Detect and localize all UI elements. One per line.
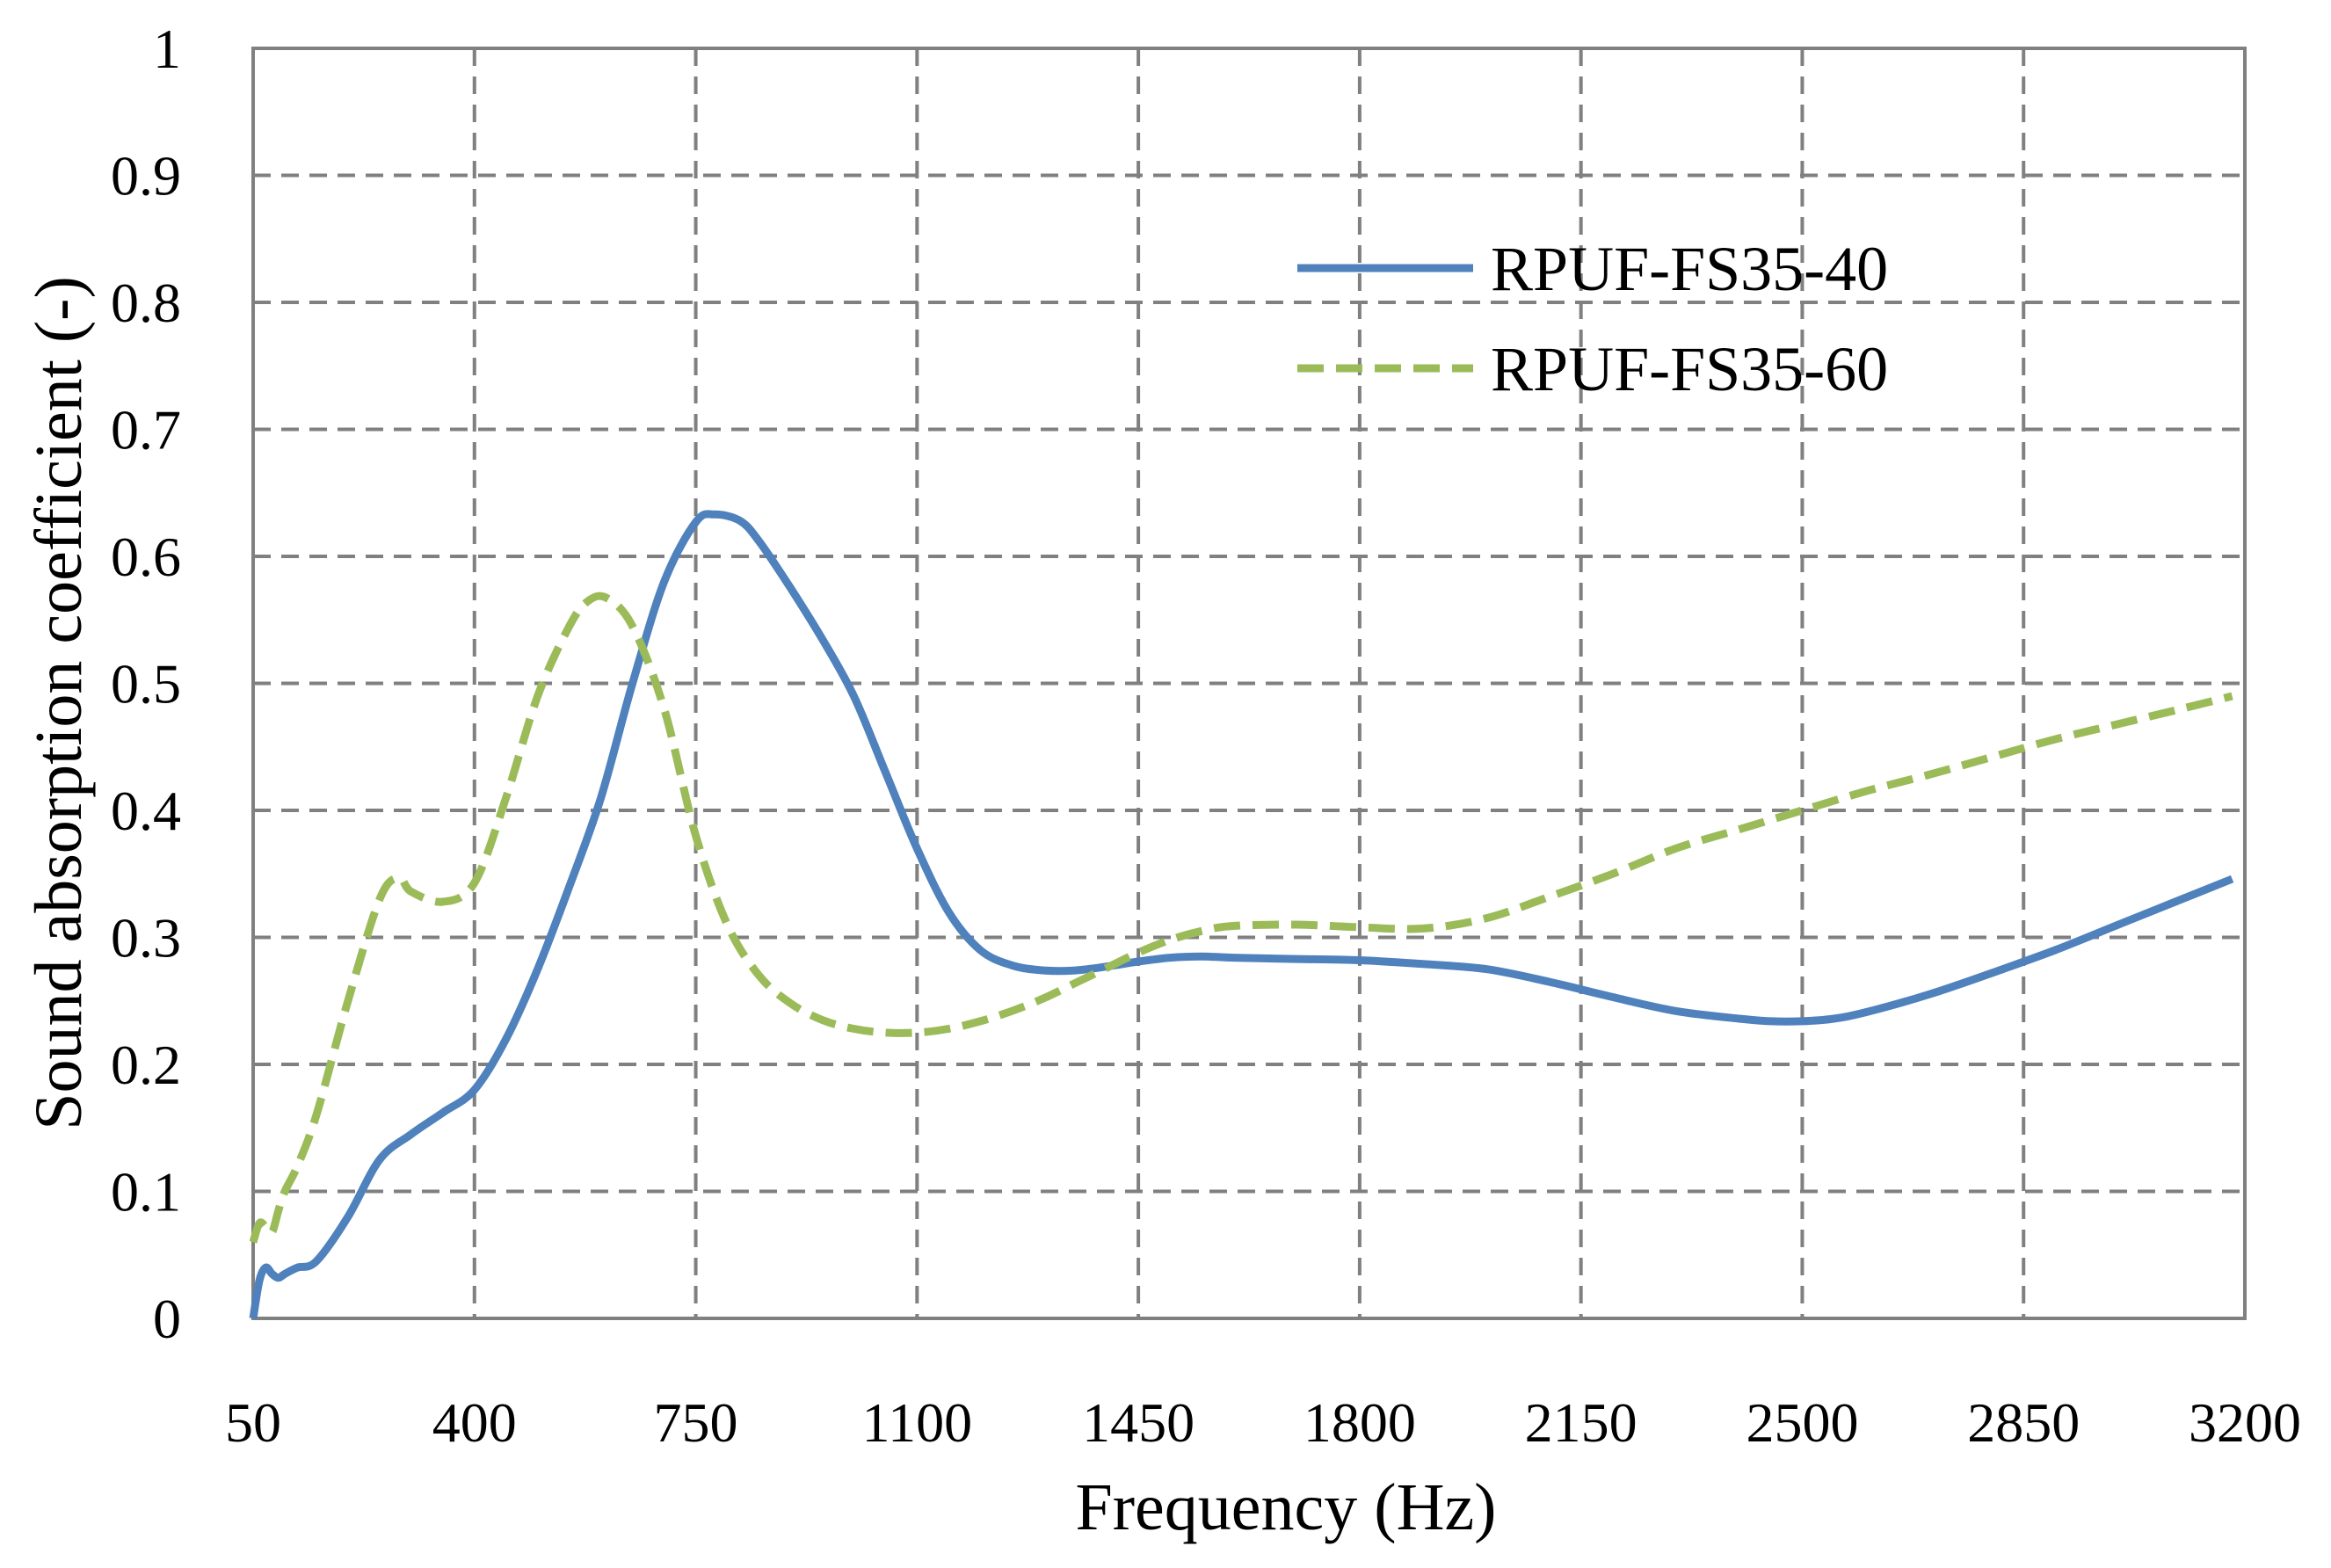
x-axis-ticks: 50 400 750 1100 1450 1800 2150 2500 2850 3200 [225,1391,2301,1454]
x-tick-label: 2850 [1967,1391,2080,1454]
x-tick-label: 3200 [2189,1391,2301,1454]
y-axis-title: Sound absorption coefficient (-) [22,276,96,1130]
legend-label-rpuf-fs35-40: RPUF-FS35-40 [1491,234,1888,304]
y-tick-label: 0.8 [111,272,181,334]
y-tick-label: 0.6 [111,526,181,588]
y-axis-ticks: 0 0.1 0.2 0.3 0.4 0.5 0.6 0.7 0.8 0.9 1 [111,18,181,1350]
x-tick-label: 400 [432,1391,517,1454]
y-tick-label: 0 [153,1288,181,1350]
y-tick-label: 0.7 [111,399,181,461]
x-axis-title: Frequency (Hz) [1075,1470,1496,1544]
series-layer [249,510,2234,1319]
x-tick-label: 1800 [1303,1391,1416,1454]
series-line-rpuf-fs35-60 [249,592,2233,1244]
x-tick-label: 2500 [1746,1391,1858,1454]
y-tick-label: 0.5 [111,653,181,715]
y-tick-label: 1 [153,18,181,80]
y-tick-label: 0.1 [111,1161,181,1223]
x-tick-label: 50 [225,1391,281,1454]
legend: RPUF-FS35-40 RPUF-FS35-60 [1297,234,1888,404]
x-tick-label: 750 [654,1391,738,1454]
y-tick-label: 0.4 [111,780,181,842]
grid-layer [251,47,2247,1320]
x-tick-label: 1100 [862,1391,973,1454]
x-tick-label: 1450 [1082,1391,1195,1454]
x-tick-label: 2150 [1525,1391,1638,1454]
series-line-rpuf-fs35-40 [249,510,2234,1319]
plot-area-frame [251,47,2247,1320]
y-tick-label: 0.3 [111,907,181,969]
y-tick-label: 0.2 [111,1034,181,1096]
legend-label-rpuf-fs35-60: RPUF-FS35-60 [1491,334,1888,404]
y-tick-label: 0.9 [111,145,181,207]
